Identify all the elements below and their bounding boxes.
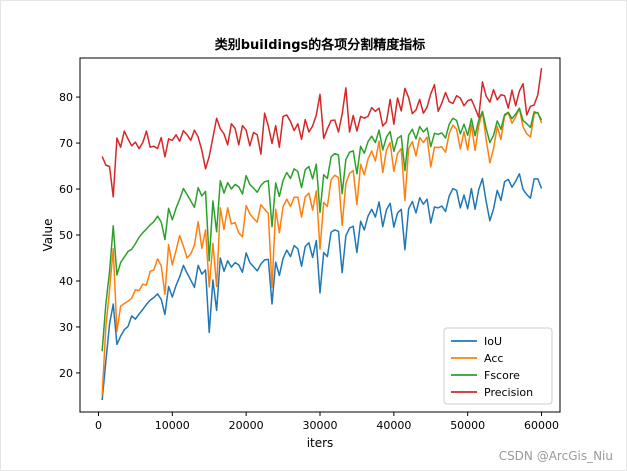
legend-label-fscore: Fscore [484,369,520,382]
watermark: CSDN @ArcGis_Niu [498,449,613,463]
x-axis-label: iters [307,436,334,450]
y-tick-label: 80 [59,91,73,104]
legend-box [443,327,553,405]
series-line-acc [101,107,543,396]
x-tick-label: 10000 [155,419,190,432]
y-tick-label: 30 [59,321,73,334]
y-tick-label: 20 [59,367,73,380]
x-tick-label: 20000 [229,419,264,432]
legend-label-precision: Precision [484,386,533,399]
x-tick-label: 40000 [376,419,411,432]
legend-label-iou: IoU [484,335,502,348]
y-tick-label: 60 [59,183,73,196]
x-tick-label: 60000 [524,419,559,432]
x-tick-label: 0 [95,419,102,432]
y-tick-label: 50 [59,229,73,242]
x-tick-label: 30000 [303,419,338,432]
series-line-iou [101,173,543,401]
y-axis-label: Value [41,219,55,252]
series-line-precision [101,68,543,198]
legend-label-acc: Acc [484,352,503,365]
x-tick-label: 50000 [450,419,485,432]
y-tick-label: 70 [59,137,73,150]
series-line-fscore [101,107,543,352]
chart-title: 类别buildings的各项分割精度指标 [215,37,426,53]
y-tick-label: 40 [59,275,73,288]
